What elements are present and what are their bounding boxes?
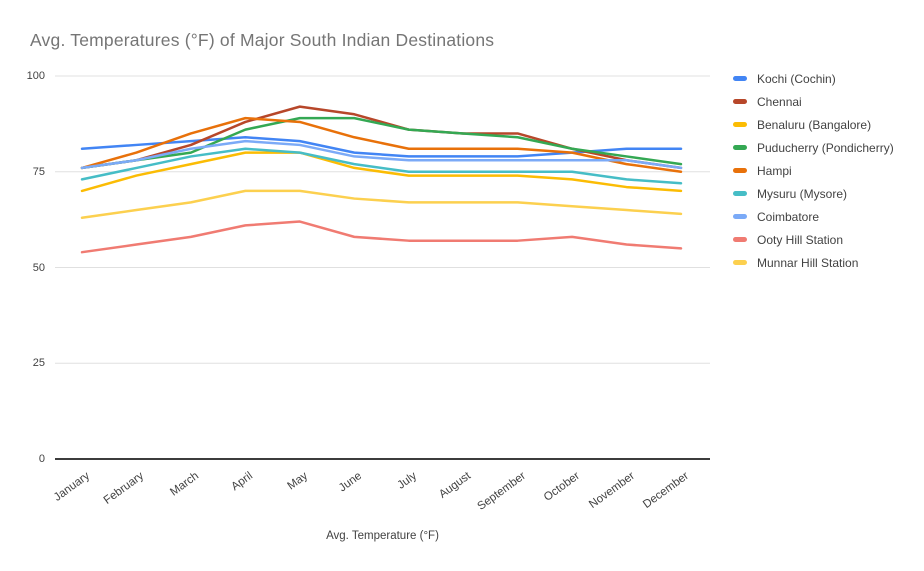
legend-label: Chennai — [757, 94, 802, 109]
series-line-benaluru-bangalore — [80, 151, 683, 193]
legend-item-coimbatore[interactable]: Coimbatore — [733, 209, 894, 224]
legend-swatch — [733, 168, 747, 173]
series-line-coimbatore — [80, 139, 683, 170]
legend-label: Hampi — [757, 163, 792, 178]
legend-label: Munnar Hill Station — [757, 255, 859, 270]
y-tick-label: 100 — [26, 70, 45, 82]
y-tick-label: 25 — [32, 357, 45, 370]
legend-swatch — [733, 99, 747, 104]
legend-item-mysuru-mysore[interactable]: Mysuru (Mysore) — [733, 186, 894, 201]
legend-swatch — [733, 76, 747, 81]
legend-label: Coimbatore — [757, 209, 820, 224]
y-tick-label: 75 — [32, 165, 45, 178]
legend-swatch — [733, 214, 747, 219]
legend-item-hampi[interactable]: Hampi — [733, 163, 894, 178]
legend: Kochi (Cochin) Chennai Benaluru (Bangalore… — [733, 71, 894, 270]
series-line-puducherry-pondicherry — [80, 116, 683, 170]
legend-swatch — [733, 237, 747, 242]
y-tick-label: 0 — [38, 453, 45, 465]
x-axis-title: Avg. Temperature (°F) — [326, 530, 439, 542]
series-line-mysuru-mysore — [80, 147, 683, 185]
legend-swatch — [733, 145, 747, 150]
legend-item-benaluru-bangalore[interactable]: Benaluru (Bangalore) — [733, 117, 894, 132]
legend-label: Ooty Hill Station — [757, 232, 844, 247]
legend-label: Kochi (Cochin) — [757, 71, 836, 86]
series-line-hampi — [80, 116, 683, 173]
legend-label: Puducherry (Pondicherry) — [757, 140, 894, 155]
legend-swatch — [733, 122, 747, 127]
legend-item-ooty-hill-station[interactable]: Ooty Hill Station — [733, 232, 894, 247]
series-line-ooty-hill-station — [80, 220, 683, 254]
legend-label: Benaluru (Bangalore) — [757, 117, 872, 132]
legend-item-chennai[interactable]: Chennai — [733, 94, 894, 109]
legend-label: Mysuru (Mysore) — [757, 186, 848, 201]
legend-swatch — [733, 260, 747, 265]
legend-item-munnar-hill-station[interactable]: Munnar Hill Station — [733, 255, 894, 270]
legend-swatch — [733, 191, 747, 196]
legend-item-puducherry-pondicherry[interactable]: Puducherry (Pondicherry) — [733, 140, 894, 155]
chart-title: Avg. Temperatures (°F) of Major South In… — [30, 30, 495, 50]
legend-item-kochi-cochin[interactable]: Kochi (Cochin) — [733, 71, 894, 86]
series-line-munnar-hill-station — [80, 189, 683, 219]
y-tick-label: 50 — [32, 261, 45, 274]
